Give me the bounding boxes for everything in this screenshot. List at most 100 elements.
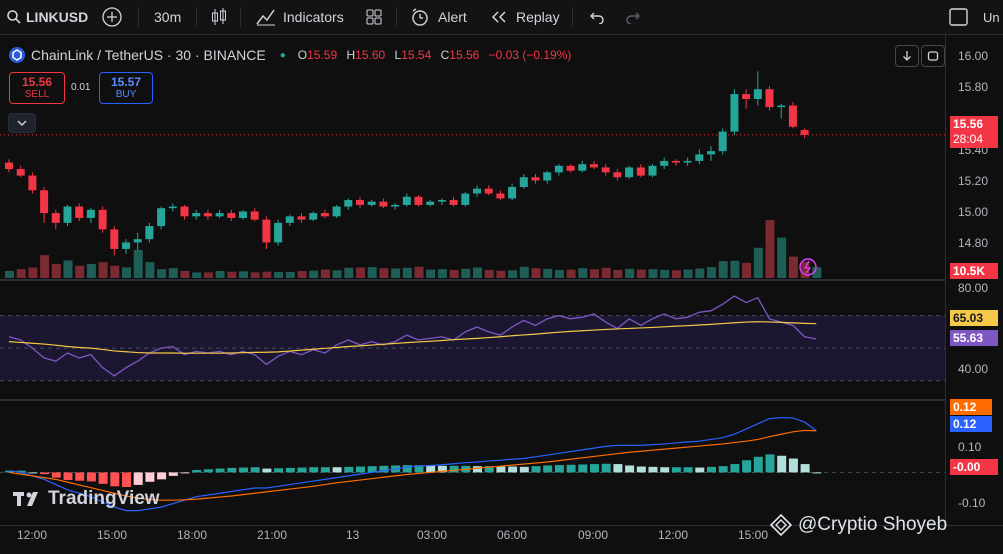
series-legend: ChainLink / TetherUS · 30 · BINANCE ● O1…: [8, 46, 577, 64]
candle-body: [765, 89, 774, 108]
templates-button[interactable]: [365, 0, 383, 34]
macd-histogram-bar: [145, 472, 155, 482]
macd-histogram-bar: [180, 472, 190, 474]
pane-separator[interactable]: [0, 279, 1003, 281]
indicators-button[interactable]: Indicators: [256, 0, 344, 34]
volume-bar: [625, 268, 635, 278]
candle-body: [742, 94, 751, 99]
replay-button[interactable]: Replay: [490, 0, 560, 34]
close-value: 15.56: [449, 48, 480, 62]
candle-body: [86, 209, 95, 218]
volume-bar: [519, 266, 529, 278]
macd-histogram-bar: [262, 468, 272, 473]
candle-body: [718, 131, 727, 152]
interval-button[interactable]: 30m: [154, 0, 181, 34]
volume-bar: [765, 220, 775, 278]
indicators-icon: [256, 9, 275, 26]
macd-pane: [0, 416, 945, 512]
volume-bar: [168, 268, 178, 278]
buy-price: 15.57: [110, 75, 142, 89]
volume-bar: [484, 269, 494, 278]
candle-body: [484, 188, 493, 194]
macd-histogram-bar: [63, 472, 73, 481]
macd-histogram-bar: [519, 466, 529, 473]
candle-body: [531, 177, 540, 181]
candle-body: [414, 196, 423, 205]
candle-body: [391, 204, 400, 207]
macd-histogram-bar: [812, 472, 822, 474]
macd-histogram-bar: [320, 467, 330, 473]
alert-label: Alert: [438, 9, 467, 25]
macd-histogram-bar: [28, 472, 38, 474]
macd-histogram-bar: [215, 468, 225, 473]
candle-body: [168, 206, 177, 209]
volume-bar: [508, 270, 518, 278]
chart-canvas[interactable]: [0, 35, 945, 525]
candle-body: [496, 193, 505, 199]
candle-body: [145, 226, 154, 240]
candle-body: [297, 216, 306, 220]
candle-body: [157, 208, 166, 227]
volume-bar: [601, 267, 611, 278]
volume-bar: [566, 269, 576, 278]
macd-histogram-bar: [437, 465, 447, 473]
macd-histogram-bar: [788, 458, 798, 473]
candle-body: [309, 213, 318, 220]
candle-body: [543, 172, 552, 181]
volume-bar: [192, 272, 202, 278]
rsi-tick: 80.00: [958, 281, 989, 295]
compare-symbol-button[interactable]: [101, 0, 123, 34]
candle-body: [578, 164, 587, 171]
volume-bar: [227, 271, 237, 278]
candles-icon: [212, 8, 226, 25]
collapse-legend-button[interactable]: [8, 113, 36, 133]
unnamed-layout-label[interactable]: Un: [983, 9, 1000, 25]
macd-histogram-bar: [98, 472, 108, 484]
volume-bar: [473, 267, 482, 278]
symbol-search-button[interactable]: LINKUSD: [6, 0, 88, 34]
candle-body: [227, 213, 236, 218]
macd-histogram-bar: [508, 466, 518, 473]
macd-histogram-bar: [344, 466, 354, 473]
macd-histogram-bar: [16, 470, 26, 473]
volume-bar: [402, 267, 412, 278]
layout-button[interactable]: [948, 0, 970, 34]
candle-body: [332, 206, 341, 217]
low-value: 15.54: [401, 48, 432, 62]
candle-body: [601, 167, 610, 173]
maximize-pane-button[interactable]: [921, 45, 945, 67]
candle-body: [707, 151, 715, 155]
volume-bar: [40, 255, 50, 278]
toolbar-divider: [138, 7, 139, 27]
candle-body: [777, 105, 786, 108]
alert-button[interactable]: Alert: [410, 0, 467, 34]
volume-bar: [110, 265, 120, 278]
pane-down-button[interactable]: [895, 45, 919, 67]
redo-button[interactable]: [626, 0, 642, 34]
rsi-value-badge: 55.63: [950, 330, 998, 346]
rewind-icon: [491, 11, 506, 23]
macd-histogram-bar: [753, 456, 763, 473]
macd-histogram-bar: [742, 460, 752, 473]
volume-bar: [157, 269, 167, 278]
candle-body: [519, 177, 528, 187]
price-tick: 14.80: [958, 236, 989, 250]
pane-separator[interactable]: [0, 399, 1003, 401]
candle-body: [788, 105, 797, 127]
volume-bar: [262, 271, 272, 278]
macd-histogram-bar: [414, 465, 424, 473]
macd-histogram-bar: [683, 467, 693, 473]
volume-bar: [449, 269, 459, 278]
chart-type-button[interactable]: [210, 0, 228, 34]
sell-button[interactable]: 15.56 SELL: [9, 72, 65, 104]
buy-button[interactable]: 15.57 BUY: [99, 72, 153, 104]
volume-bar: [239, 271, 248, 278]
volume-bar: [285, 272, 295, 278]
candle-body: [426, 201, 435, 205]
lightning-icon: [799, 258, 817, 276]
candle-body: [63, 206, 72, 223]
macd-tick: -0.10: [958, 496, 986, 510]
maximize-icon: [927, 51, 939, 61]
macd-histogram-bar: [601, 463, 611, 473]
undo-button[interactable]: [588, 0, 604, 34]
